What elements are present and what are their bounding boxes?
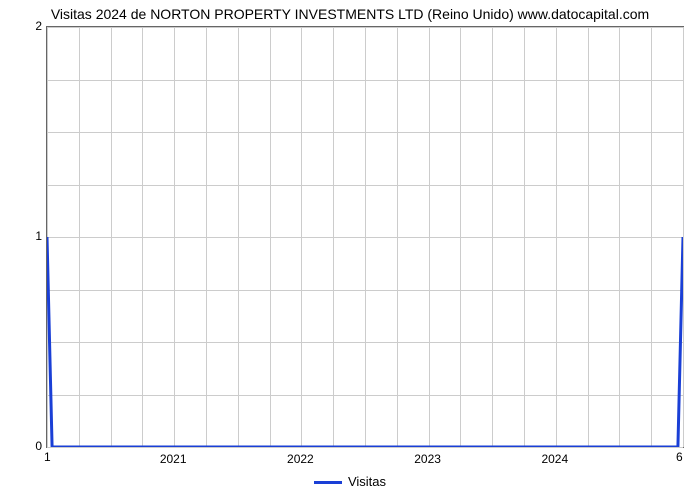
y-tick-label: 1	[30, 229, 42, 243]
gridline-h	[47, 447, 683, 448]
x-tick-label: 2023	[414, 452, 441, 466]
legend: Visitas	[0, 474, 700, 489]
legend-label: Visitas	[348, 474, 386, 489]
y-tick-label: 0	[30, 439, 42, 453]
gridline-v	[683, 27, 684, 447]
y-tick-label: 2	[30, 19, 42, 33]
x-corner-left: 1	[44, 450, 51, 464]
x-tick-label: 2022	[287, 452, 314, 466]
x-corner-right: 6	[676, 450, 683, 464]
x-tick-label: 2024	[541, 452, 568, 466]
chart-container: { "title": "Visitas 2024 de NORTON PROPE…	[0, 0, 700, 500]
plot-area	[46, 26, 684, 448]
x-tick-label: 2021	[160, 452, 187, 466]
chart-title: Visitas 2024 de NORTON PROPERTY INVESTME…	[0, 6, 700, 22]
series-line	[47, 27, 683, 447]
legend-swatch	[314, 481, 342, 484]
